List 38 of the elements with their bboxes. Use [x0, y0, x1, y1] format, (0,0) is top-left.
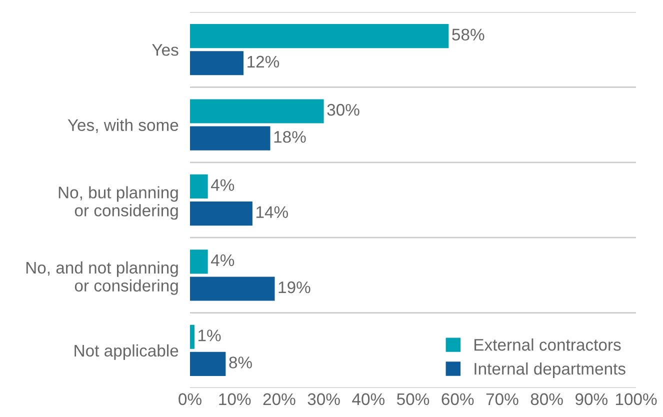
bar	[190, 250, 208, 274]
legend-label: External contractors	[474, 338, 621, 351]
bar	[190, 99, 324, 124]
y-tick-label: Not applicable	[74, 344, 178, 360]
x-tick-label: 80%	[530, 393, 563, 406]
x-tick-label: 50%	[396, 393, 430, 406]
bar	[190, 352, 226, 376]
bar	[190, 324, 194, 349]
y-tick-label: Yes	[152, 44, 178, 56]
x-tick-label: 60%	[442, 393, 474, 406]
data-label: 4%	[211, 254, 234, 266]
x-tick-label: 40%	[352, 393, 384, 406]
x-tick-label: 10%	[219, 393, 251, 406]
bar	[190, 126, 270, 150]
bar	[190, 24, 449, 48]
bar	[190, 51, 244, 76]
data-label: 8%	[229, 356, 252, 368]
data-label: 19%	[278, 281, 310, 294]
x-tick-label: 100%	[616, 393, 657, 406]
data-label: 18%	[274, 131, 306, 143]
x-tick-label: 90%	[576, 393, 608, 406]
data-label: 4%	[211, 179, 234, 191]
y-tick-label: Yes, with some	[68, 118, 178, 133]
bar	[190, 276, 275, 301]
y-tick-label: No, and not planning or considering	[26, 261, 178, 295]
x-tick-label: 0%	[178, 393, 202, 406]
y-tick-label: No, but planning or considering	[58, 186, 178, 220]
x-tick-label: 30%	[308, 393, 340, 406]
data-label: 12%	[248, 56, 280, 68]
bar	[190, 174, 208, 198]
data-label: 58%	[452, 28, 484, 41]
x-tick-label: 70%	[486, 393, 518, 406]
data-label: 1%	[198, 330, 221, 342]
bar	[190, 202, 252, 226]
legend-label: Internal departments	[474, 362, 626, 378]
data-label: 14%	[256, 206, 288, 218]
x-tick-label: 20%	[263, 393, 296, 406]
data-label: 30%	[327, 104, 360, 116]
